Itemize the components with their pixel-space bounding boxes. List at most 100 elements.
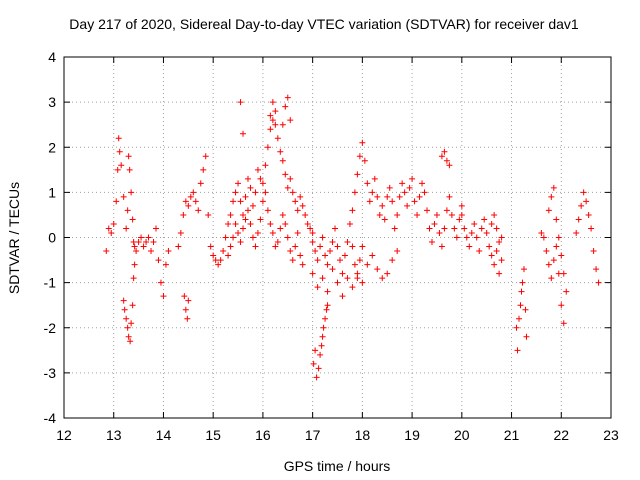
data-point (518, 288, 525, 295)
data-point (282, 171, 289, 178)
data-point (162, 261, 169, 268)
data-point (237, 239, 244, 246)
data-point (128, 189, 135, 196)
data-point (118, 162, 125, 169)
data-point (207, 243, 214, 250)
data-point (354, 270, 361, 277)
x-tick-label: 17 (305, 427, 321, 443)
data-point (451, 225, 458, 232)
data-point (448, 211, 455, 218)
data-point (269, 99, 276, 106)
data-point (145, 234, 152, 241)
data-point (523, 333, 530, 340)
data-point (287, 175, 294, 182)
data-point (514, 347, 521, 354)
data-point (182, 198, 189, 205)
data-point (225, 220, 232, 227)
data-point (575, 216, 582, 223)
data-point (406, 184, 413, 191)
data-point (259, 180, 266, 187)
data-point (302, 211, 309, 218)
data-point (277, 225, 284, 232)
data-point (379, 275, 386, 282)
data-point (389, 257, 396, 264)
chart-title: Day 217 of 2020, Sidereal Day-to-day VTE… (69, 16, 579, 32)
data-point (446, 193, 453, 200)
data-point (404, 202, 411, 209)
data-point (297, 252, 304, 259)
data-point (314, 257, 321, 264)
data-point (304, 220, 311, 227)
data-point (428, 239, 435, 246)
axis-ticks (63, 56, 612, 419)
data-point (516, 315, 523, 322)
data-point (114, 166, 121, 173)
data-point (394, 211, 401, 218)
data-point (356, 257, 363, 264)
data-point (339, 293, 346, 300)
data-point (461, 225, 468, 232)
data-point (131, 261, 138, 268)
data-point (157, 279, 164, 286)
data-point (187, 193, 194, 200)
data-point (351, 189, 358, 196)
data-point (441, 225, 448, 232)
data-point (254, 166, 261, 173)
data-point (424, 207, 431, 214)
data-point (344, 275, 351, 282)
data-point (133, 248, 140, 255)
data-point (284, 234, 291, 241)
data-point (294, 229, 301, 236)
data-point (267, 126, 274, 133)
data-point (287, 117, 294, 124)
data-point (267, 220, 274, 227)
data-point (184, 315, 191, 322)
x-tick-label: 20 (454, 427, 470, 443)
x-tick-label: 16 (255, 427, 271, 443)
data-point (441, 148, 448, 155)
data-point (359, 279, 366, 286)
data-point (438, 243, 445, 250)
data-point (319, 234, 326, 241)
data-point (129, 302, 136, 309)
data-point (409, 175, 416, 182)
data-point (274, 239, 281, 246)
data-point (210, 252, 217, 259)
data-point (351, 261, 358, 268)
data-point (116, 148, 123, 155)
data-point (588, 225, 595, 232)
data-point (120, 193, 127, 200)
data-point (573, 229, 580, 236)
data-point (446, 162, 453, 169)
x-tick-labels: 12 13 14 15 16 17 18 19 20 21 22 23 (56, 427, 619, 443)
data-point (309, 229, 316, 236)
data-point (315, 365, 322, 372)
data-point (555, 270, 562, 277)
data-point (376, 211, 383, 218)
data-point (324, 288, 331, 295)
data-point (498, 257, 505, 264)
y-tick-label: -1 (44, 275, 57, 291)
y-tick-label: 3 (48, 94, 56, 110)
data-point (125, 153, 132, 160)
y-tick-label: -3 (44, 365, 57, 381)
data-point (473, 234, 480, 241)
data-point (130, 275, 137, 282)
data-point (225, 252, 232, 259)
data-point (374, 193, 381, 200)
data-point (483, 229, 490, 236)
data-point (519, 279, 526, 286)
data-point (202, 153, 209, 160)
data-point (105, 225, 112, 232)
data-point (165, 248, 172, 255)
data-point (431, 220, 438, 227)
data-point (346, 220, 353, 227)
data-point (257, 175, 264, 182)
x-axis-label: GPS time / hours (284, 458, 391, 474)
data-point (312, 347, 319, 354)
data-point (481, 216, 488, 223)
data-point (110, 220, 117, 227)
data-point (262, 189, 269, 196)
data-point (284, 94, 291, 101)
data-point (458, 202, 465, 209)
